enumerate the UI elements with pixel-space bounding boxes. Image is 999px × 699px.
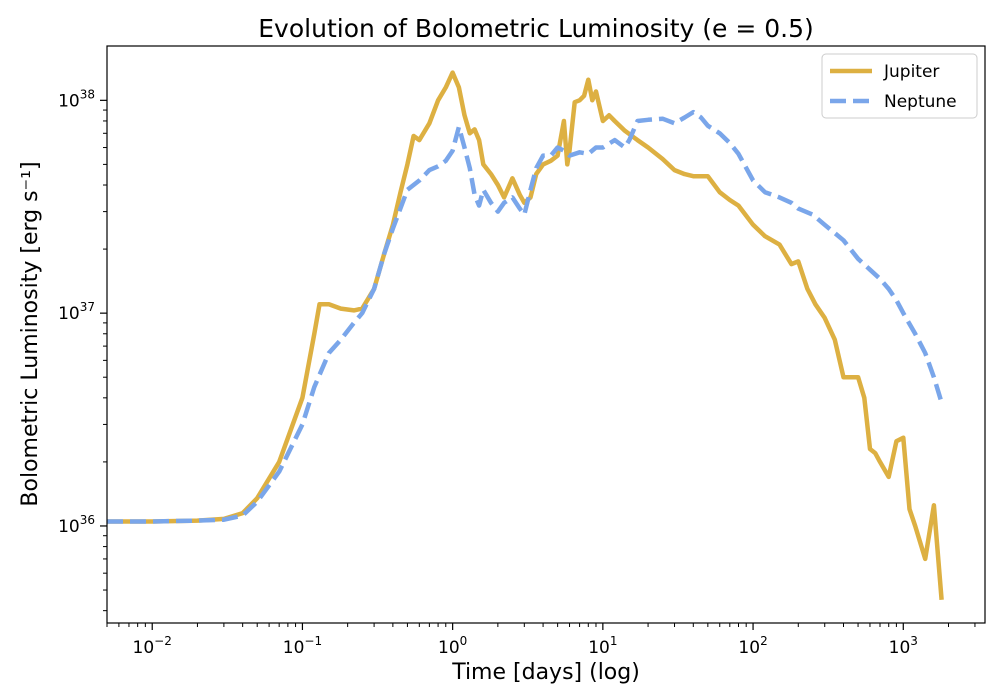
x-tick-label: 101 xyxy=(588,634,617,658)
y-tick-label: 1038 xyxy=(58,87,95,111)
y-axis-label: Bolometric Luminosity [erg s⁻¹] xyxy=(18,161,43,506)
x-tick-label: 10−1 xyxy=(283,634,322,658)
legend-label-jupiter: Jupiter xyxy=(883,62,939,82)
series-line-neptune xyxy=(107,109,944,524)
legend: Jupiter Neptune xyxy=(821,53,978,119)
x-axis-label: Time [days] (log) xyxy=(451,660,640,685)
plot-frame xyxy=(106,45,986,624)
series-layer xyxy=(107,70,944,600)
y-tick-label: 1037 xyxy=(58,300,95,324)
chart-title: Evolution of Bolometric Luminosity (e = … xyxy=(258,14,813,43)
legend-label-neptune: Neptune xyxy=(884,92,957,112)
